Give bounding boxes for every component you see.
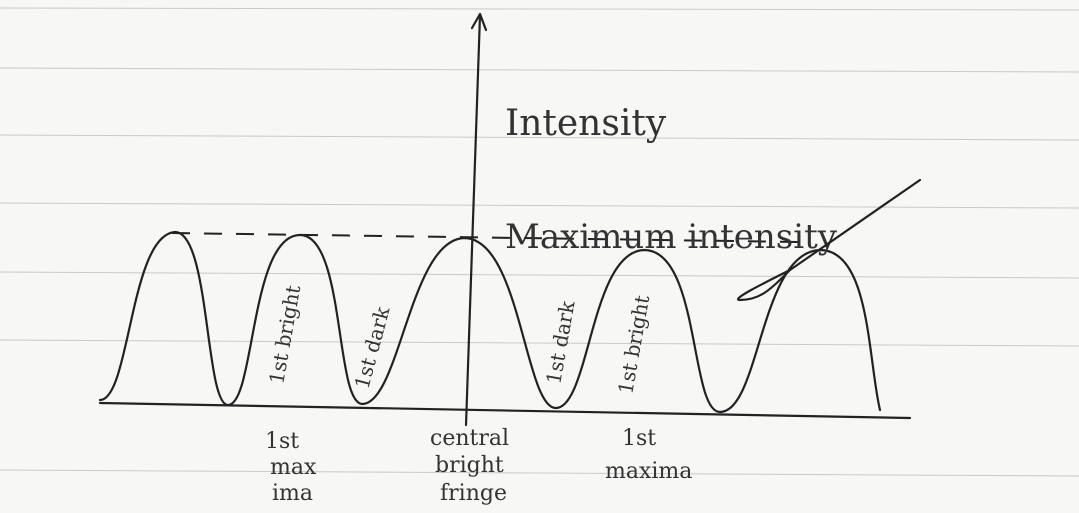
annotation-pointer — [736, 178, 922, 302]
label-line: ima — [272, 481, 313, 506]
ruled-line — [0, 271, 1079, 279]
label-line: max — [270, 455, 317, 480]
paper-lines — [0, 7, 1079, 477]
x-axis — [98, 401, 912, 420]
bottom-label: 1st max ima — [265, 429, 317, 506]
label-line: central — [430, 426, 509, 451]
label-line: fringe — [440, 481, 507, 506]
max-dashed-line — [171, 232, 801, 243]
annotation: Maximum intensity — [505, 217, 838, 257]
label-line: 1st — [265, 429, 299, 454]
ruled-line — [0, 67, 1079, 73]
ruled-line — [0, 134, 1079, 141]
bottom-label: 1st maxima — [605, 426, 692, 484]
ruled-line — [0, 7, 1079, 11]
ruled-line — [0, 469, 1079, 477]
label-line: bright — [435, 453, 504, 478]
ruled-line — [0, 202, 1079, 209]
y-axis-arrow — [470, 12, 488, 32]
bottom-label: central bright fringe — [430, 426, 509, 506]
ruled-line — [0, 339, 1079, 347]
axis-label: Intensity — [505, 103, 667, 144]
y-axis — [464, 13, 482, 427]
label-line: maxima — [605, 459, 692, 484]
label-line: 1st — [622, 426, 656, 451]
